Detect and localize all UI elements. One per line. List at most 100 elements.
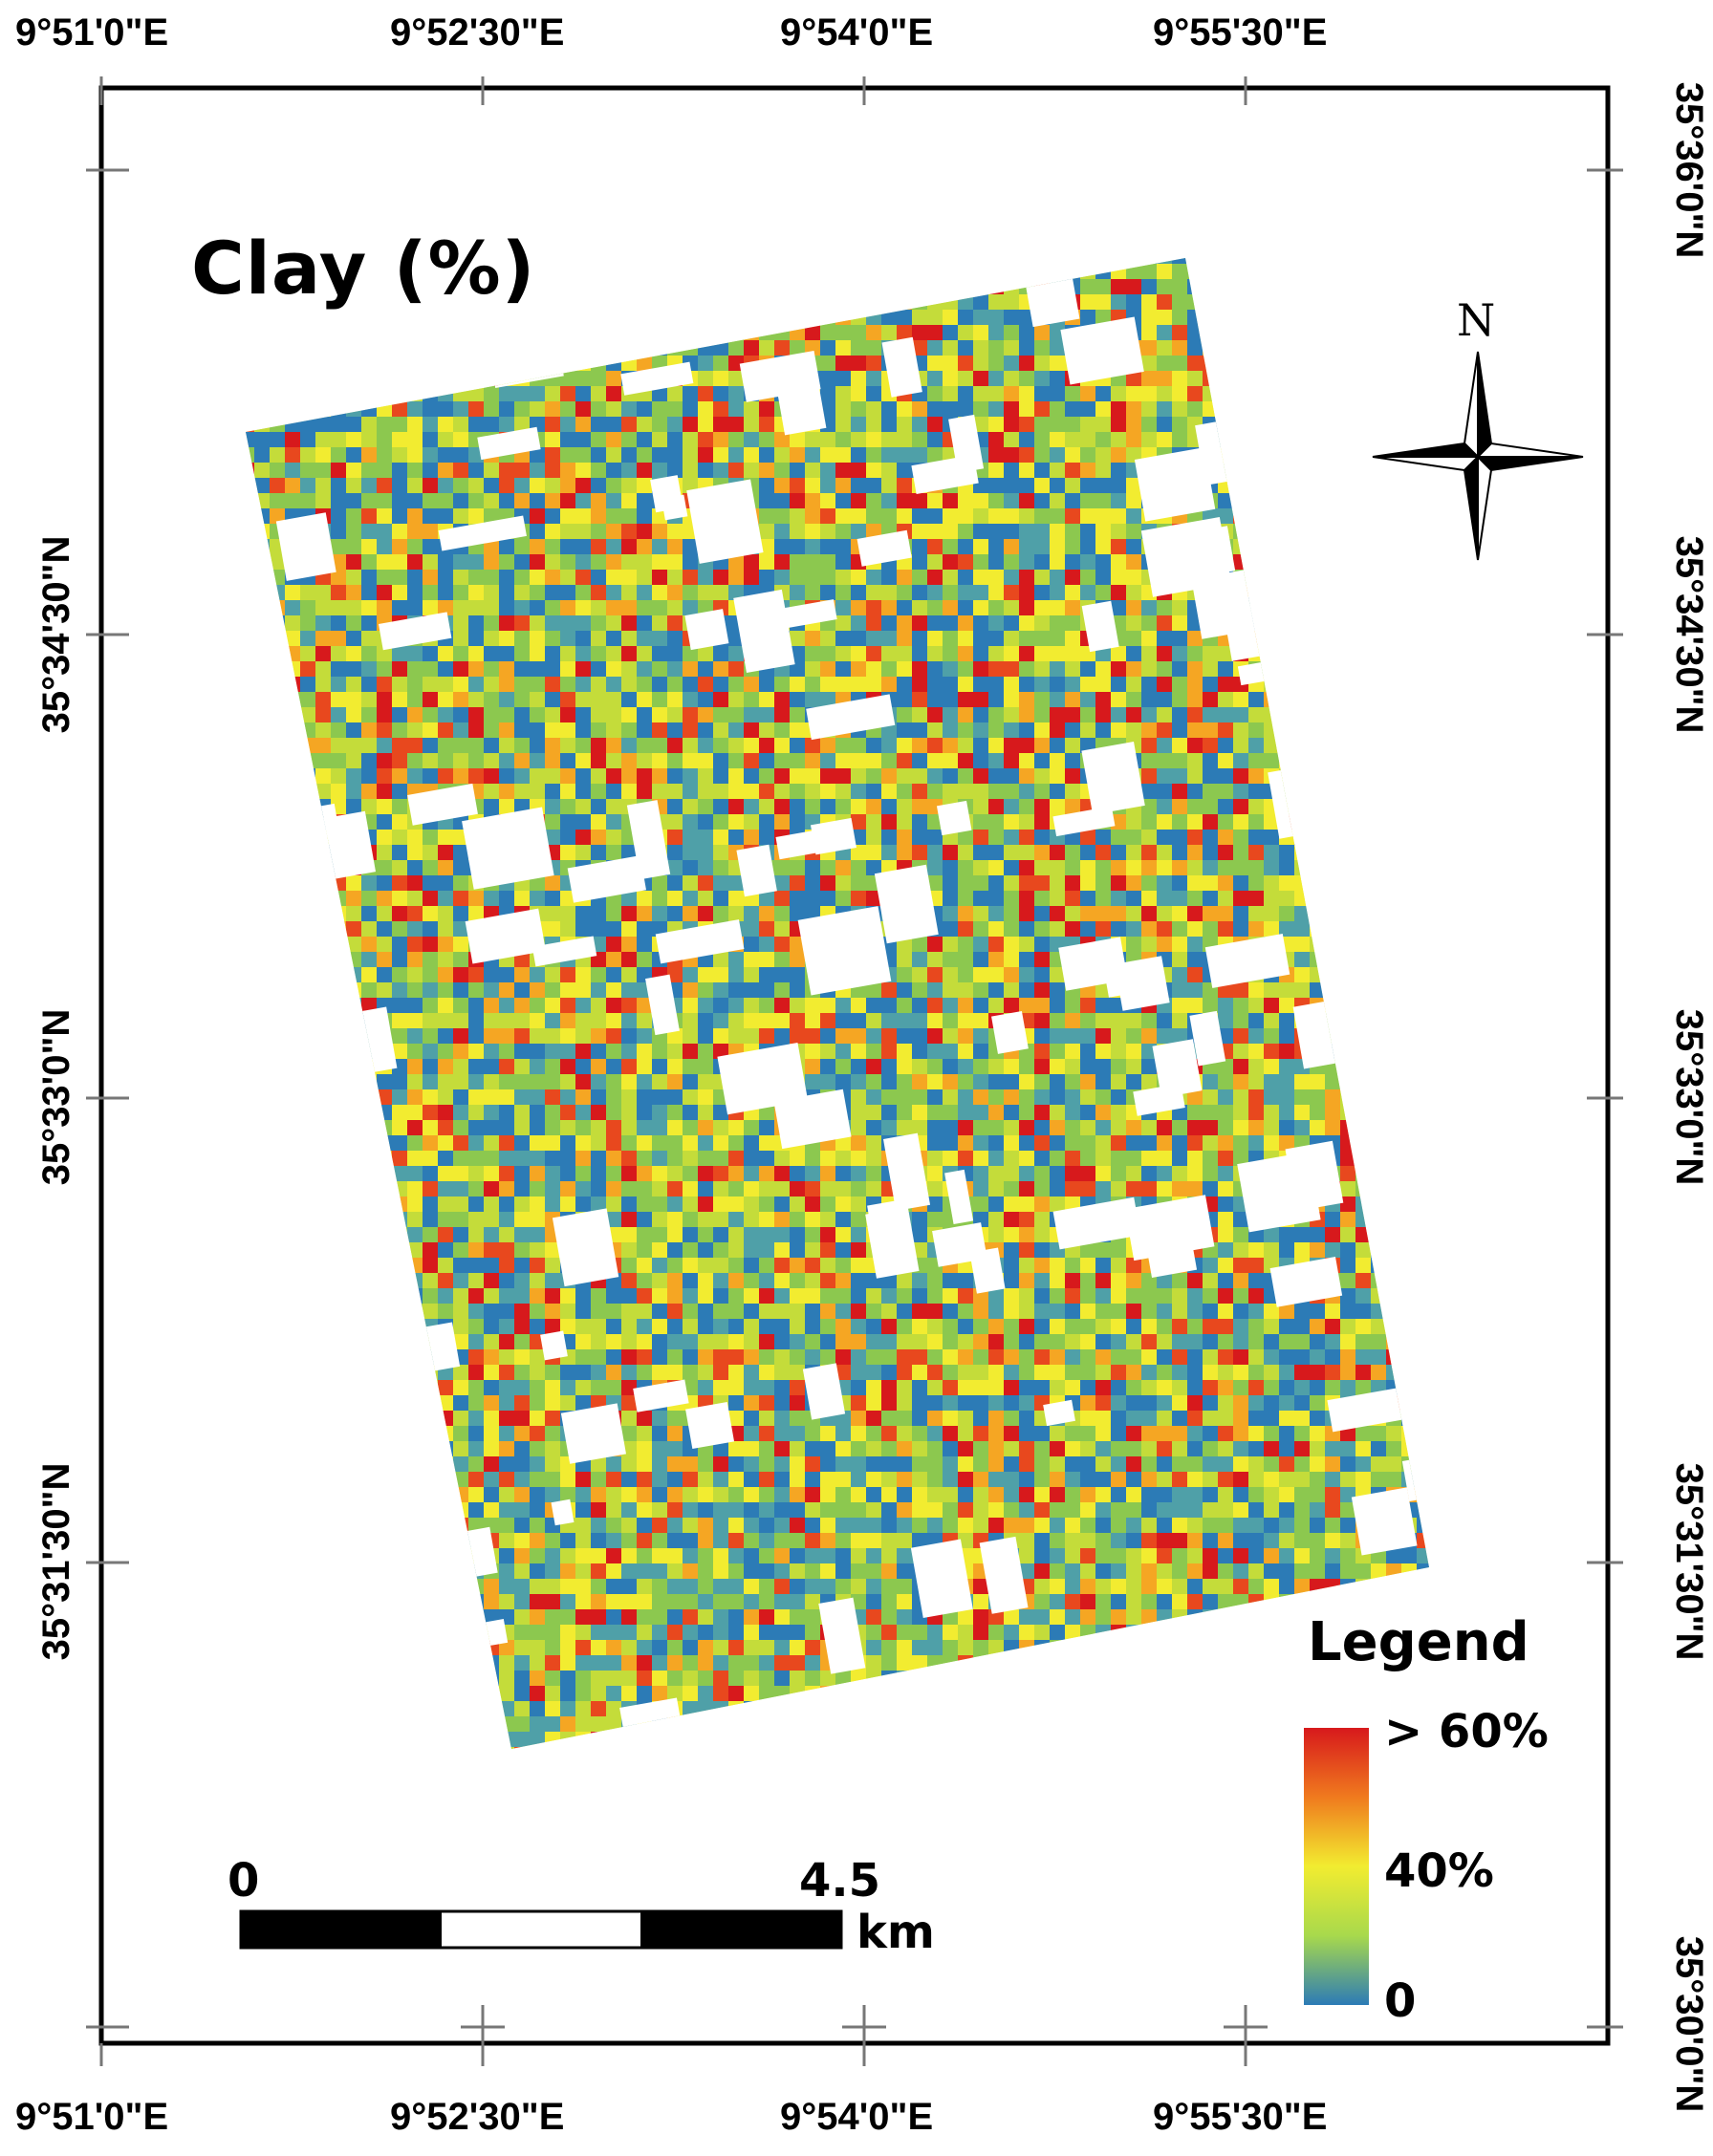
raster-cell xyxy=(1095,921,1111,937)
raster-cell xyxy=(545,493,560,508)
raster-cell xyxy=(270,952,285,967)
raster-cell xyxy=(392,677,407,692)
raster-cell xyxy=(637,937,652,952)
raster-cell xyxy=(637,463,652,478)
raster-cell xyxy=(270,707,285,722)
raster-cell xyxy=(973,371,988,386)
raster-cell xyxy=(1355,845,1371,860)
raster-cell xyxy=(1248,585,1264,600)
raster-cell xyxy=(1386,631,1401,646)
raster-cell xyxy=(484,646,499,661)
raster-cell xyxy=(1417,1028,1429,1044)
raster-cell xyxy=(728,1028,744,1044)
raster-cell xyxy=(1386,1181,1401,1197)
raster-cell xyxy=(1080,1120,1095,1135)
raster-cell xyxy=(591,1059,606,1074)
raster-cell xyxy=(1218,677,1233,692)
raster-cell xyxy=(1355,952,1371,967)
raster-cell xyxy=(499,1135,514,1151)
raster-cell xyxy=(790,967,805,982)
raster-cell xyxy=(728,830,744,845)
raster-cell xyxy=(820,1044,835,1059)
raster-cell xyxy=(377,432,392,447)
raster-cell xyxy=(499,661,514,677)
raster-cell xyxy=(1294,982,1310,998)
raster-cell xyxy=(1417,279,1429,294)
raster-cell xyxy=(300,1074,315,1089)
raster-cell xyxy=(1157,860,1172,875)
raster-cell xyxy=(652,661,667,677)
raster-cell xyxy=(835,417,851,432)
raster-cell xyxy=(927,356,943,371)
raster-cell xyxy=(774,264,790,279)
raster-cell xyxy=(790,325,805,340)
raster-cell xyxy=(331,417,346,432)
raster-cell xyxy=(407,570,423,585)
raster-cell xyxy=(392,554,407,570)
raster-cell xyxy=(468,371,484,386)
raster-cell xyxy=(1111,258,1126,264)
raster-cell xyxy=(1004,493,1019,508)
raster-cell xyxy=(1141,845,1157,860)
raster-cell xyxy=(1050,340,1065,356)
raster-cell xyxy=(835,356,851,371)
raster-cell xyxy=(927,722,943,738)
raster-cell xyxy=(1432,753,1447,768)
raster-cell xyxy=(575,417,591,432)
raster-cell xyxy=(1386,432,1401,447)
raster-cell xyxy=(392,310,407,325)
raster-cell xyxy=(881,493,897,508)
raster-cell xyxy=(835,1059,851,1074)
raster-cell xyxy=(270,386,285,401)
raster-cell xyxy=(881,325,897,340)
raster-cell xyxy=(1401,524,1417,539)
raster-cell xyxy=(484,1135,499,1151)
raster-cell xyxy=(1310,371,1325,386)
raster-cell xyxy=(1355,722,1371,738)
raster-cell xyxy=(591,1120,606,1135)
raster-cell xyxy=(591,356,606,371)
raster-cell xyxy=(499,799,514,814)
raster-cell xyxy=(1310,325,1325,340)
raster-cell xyxy=(407,677,423,692)
raster-cell xyxy=(246,814,254,830)
raster-cell xyxy=(851,661,866,677)
raster-cell xyxy=(377,860,392,875)
raster-cell xyxy=(591,845,606,860)
raster-cell xyxy=(1187,325,1203,340)
raster-cell xyxy=(851,1166,866,1181)
raster-cell xyxy=(1310,585,1325,600)
raster-cell xyxy=(897,967,912,982)
raster-cell xyxy=(1050,891,1065,906)
raster-cell xyxy=(835,860,851,875)
raster-cell xyxy=(988,524,1004,539)
raster-cell xyxy=(1019,1166,1034,1181)
raster-cell xyxy=(423,845,438,860)
raster-cell xyxy=(254,1166,270,1181)
raster-cell xyxy=(423,1135,438,1151)
raster-cell xyxy=(621,493,637,508)
raster-cell xyxy=(499,585,514,600)
raster-cell xyxy=(246,356,254,371)
raster-cell xyxy=(423,768,438,784)
raster-cell xyxy=(851,1181,866,1197)
raster-cell xyxy=(1172,845,1187,860)
raster-cell xyxy=(392,447,407,463)
raster-cell xyxy=(943,982,958,998)
raster-cell xyxy=(285,325,300,340)
raster-cell xyxy=(1126,401,1141,417)
raster-cell xyxy=(1355,707,1371,722)
raster-cell xyxy=(713,891,728,906)
raster-cell xyxy=(1157,906,1172,921)
raster-cell xyxy=(545,432,560,447)
raster-cell xyxy=(1034,830,1050,845)
raster-cell xyxy=(560,1181,575,1197)
raster-cell xyxy=(285,768,300,784)
raster-cell xyxy=(270,508,285,524)
raster-cell xyxy=(514,1105,530,1120)
raster-cell xyxy=(453,478,468,493)
raster-cell xyxy=(1279,585,1294,600)
raster-cell xyxy=(1065,753,1080,768)
raster-cell xyxy=(591,524,606,539)
raster-cell xyxy=(621,615,637,631)
